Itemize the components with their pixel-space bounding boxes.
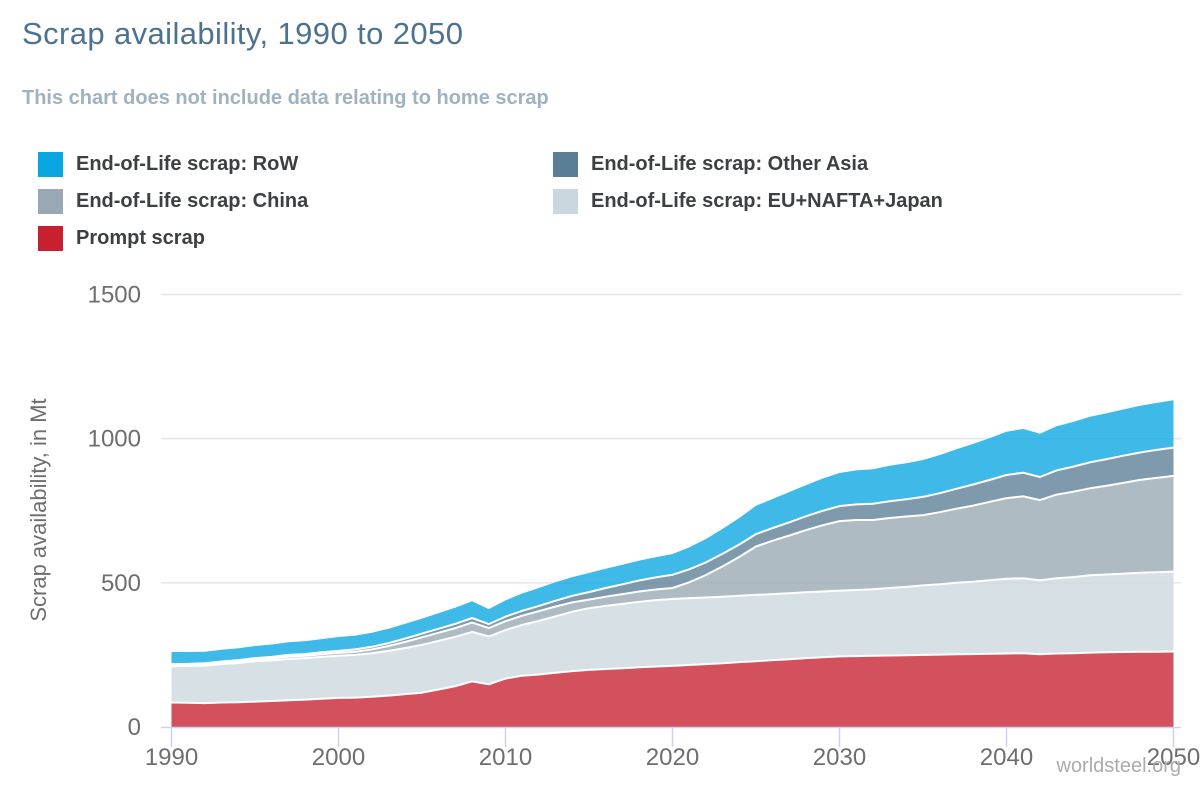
credit-text: worldsteel.org [1056,755,1181,777]
chart-subtitle: This chart does not include data relatin… [22,87,549,109]
legend-item-end-of-life-scrap-other-asia[interactable]: End-of-Life scrap: Other Asia [553,152,943,177]
legend-label: End-of-Life scrap: RoW [76,153,299,175]
x-tick-label-2040: 2040 [980,744,1033,771]
area-end-of-life-scrap-other-asia[interactable] [171,447,1174,665]
legend-swatch-icon [553,152,578,177]
x-tick-label-2000: 2000 [312,744,365,771]
area-prompt-scrap[interactable] [171,651,1174,728]
legend-column-right: End-of-Life scrap: Other Asia End-of-Life… [553,152,943,214]
legend-column-left: End-of-Life scrap: RoW End-of-Life scrap:… [38,152,308,251]
area-end-of-life-scrap-eu-nafta-japan[interactable] [171,571,1174,704]
area-end-of-life-scrap-row[interactable] [171,400,1174,665]
y-tick-label-0: 0 [128,714,141,741]
y-tick-label-1000: 1000 [88,426,141,453]
legend-swatch-icon [38,152,63,177]
legend-label: End-of-Life scrap: EU+NAFTA+Japan [591,190,943,212]
boundary-end-of-life-scrap-other-asia [171,446,1174,666]
legend-label: End-of-Life scrap: Other Asia [591,153,869,175]
boundary-prompt-scrap [171,650,1174,705]
boundary-end-of-life-scrap-china [171,474,1174,666]
legend-item-end-of-life-scrap-row[interactable]: End-of-Life scrap: RoW [38,152,308,177]
legend-label: Prompt scrap [76,227,205,249]
y-tick-label-500: 500 [101,570,141,597]
x-tick-label-2020: 2020 [646,744,699,771]
y-axis-title: Scrap availability, in Mt [26,398,51,621]
page-title: Scrap availability, 1990 to 2050 [22,16,464,51]
legend-swatch-icon [553,189,578,214]
legend-label: End-of-Life scrap: China [76,190,309,212]
x-tick-label-1990: 1990 [145,744,198,771]
x-tick-label-2010: 2010 [479,744,532,771]
y-tick-label-1500: 1500 [88,282,141,309]
x-tick-label-2050: 2050 [1147,744,1200,771]
legend-item-end-of-life-scrap-china[interactable]: End-of-Life scrap: China [38,189,308,214]
boundary-end-of-life-scrap-eu-nafta-japan [171,570,1174,668]
legend-item-prompt-scrap[interactable]: Prompt scrap [38,226,308,251]
area-end-of-life-scrap-china[interactable] [171,475,1174,667]
legend-swatch-icon [38,189,63,214]
legend-swatch-icon [38,226,63,251]
legend-item-end-of-life-scrap-eu-nafta-japan[interactable]: End-of-Life scrap: EU+NAFTA+Japan [553,189,943,214]
x-tick-label-2030: 2030 [813,744,866,771]
